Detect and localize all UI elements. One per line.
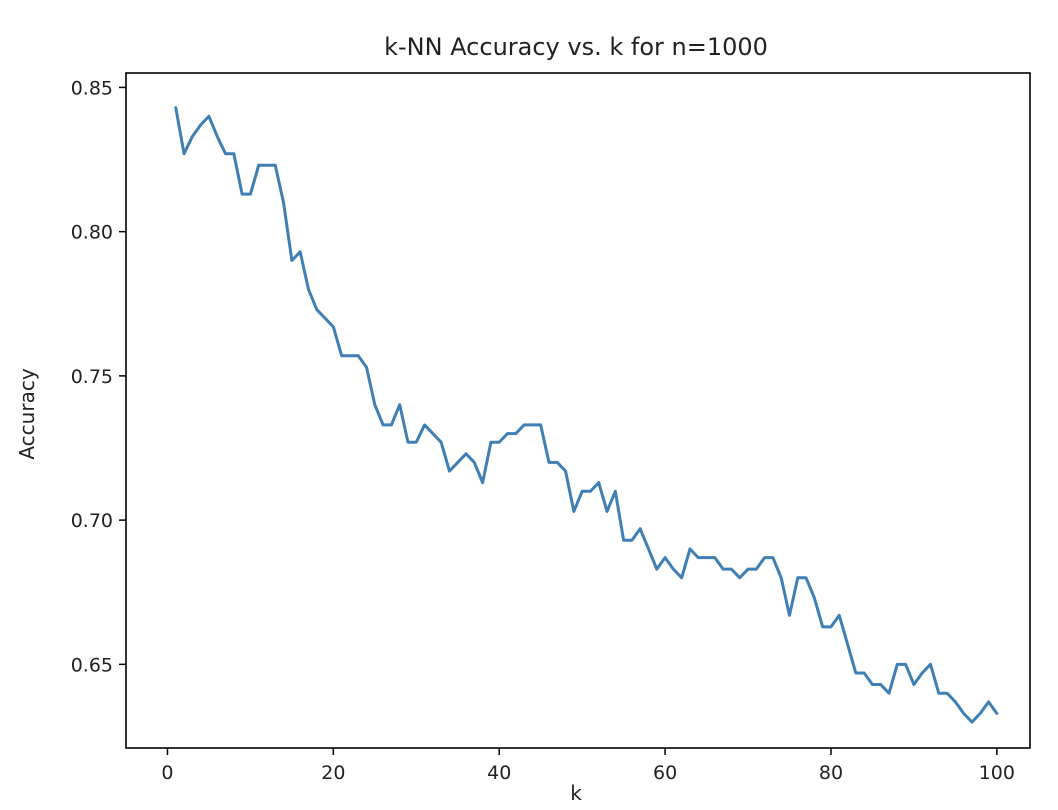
x-ticks-layer: 0 20 40 60 80 100 xyxy=(161,748,1015,784)
accuracy-series-line xyxy=(174,106,999,724)
x-axis-label: k xyxy=(570,781,582,805)
plot-frame xyxy=(125,72,1031,749)
y-tick-label: 0.75 xyxy=(71,366,113,388)
y-tick-label: 0.85 xyxy=(71,77,113,99)
y-ticks-layer: 0.65 0.70 0.75 0.80 0.85 xyxy=(71,77,126,676)
x-tick-label: 0 xyxy=(161,762,173,784)
y-tick-label: 0.65 xyxy=(71,654,113,676)
y-tick-label: 0.70 xyxy=(71,510,113,532)
y-axis-label: Accuracy xyxy=(15,368,39,459)
x-tick-label: 100 xyxy=(979,762,1015,784)
x-tick-label: 20 xyxy=(321,762,345,784)
chart-title: k-NN Accuracy vs. k for n=1000 xyxy=(384,33,768,61)
x-tick-label: 40 xyxy=(487,762,511,784)
x-tick-label: 80 xyxy=(819,762,843,784)
x-tick-label: 60 xyxy=(653,762,677,784)
y-tick-label: 0.80 xyxy=(71,222,113,244)
